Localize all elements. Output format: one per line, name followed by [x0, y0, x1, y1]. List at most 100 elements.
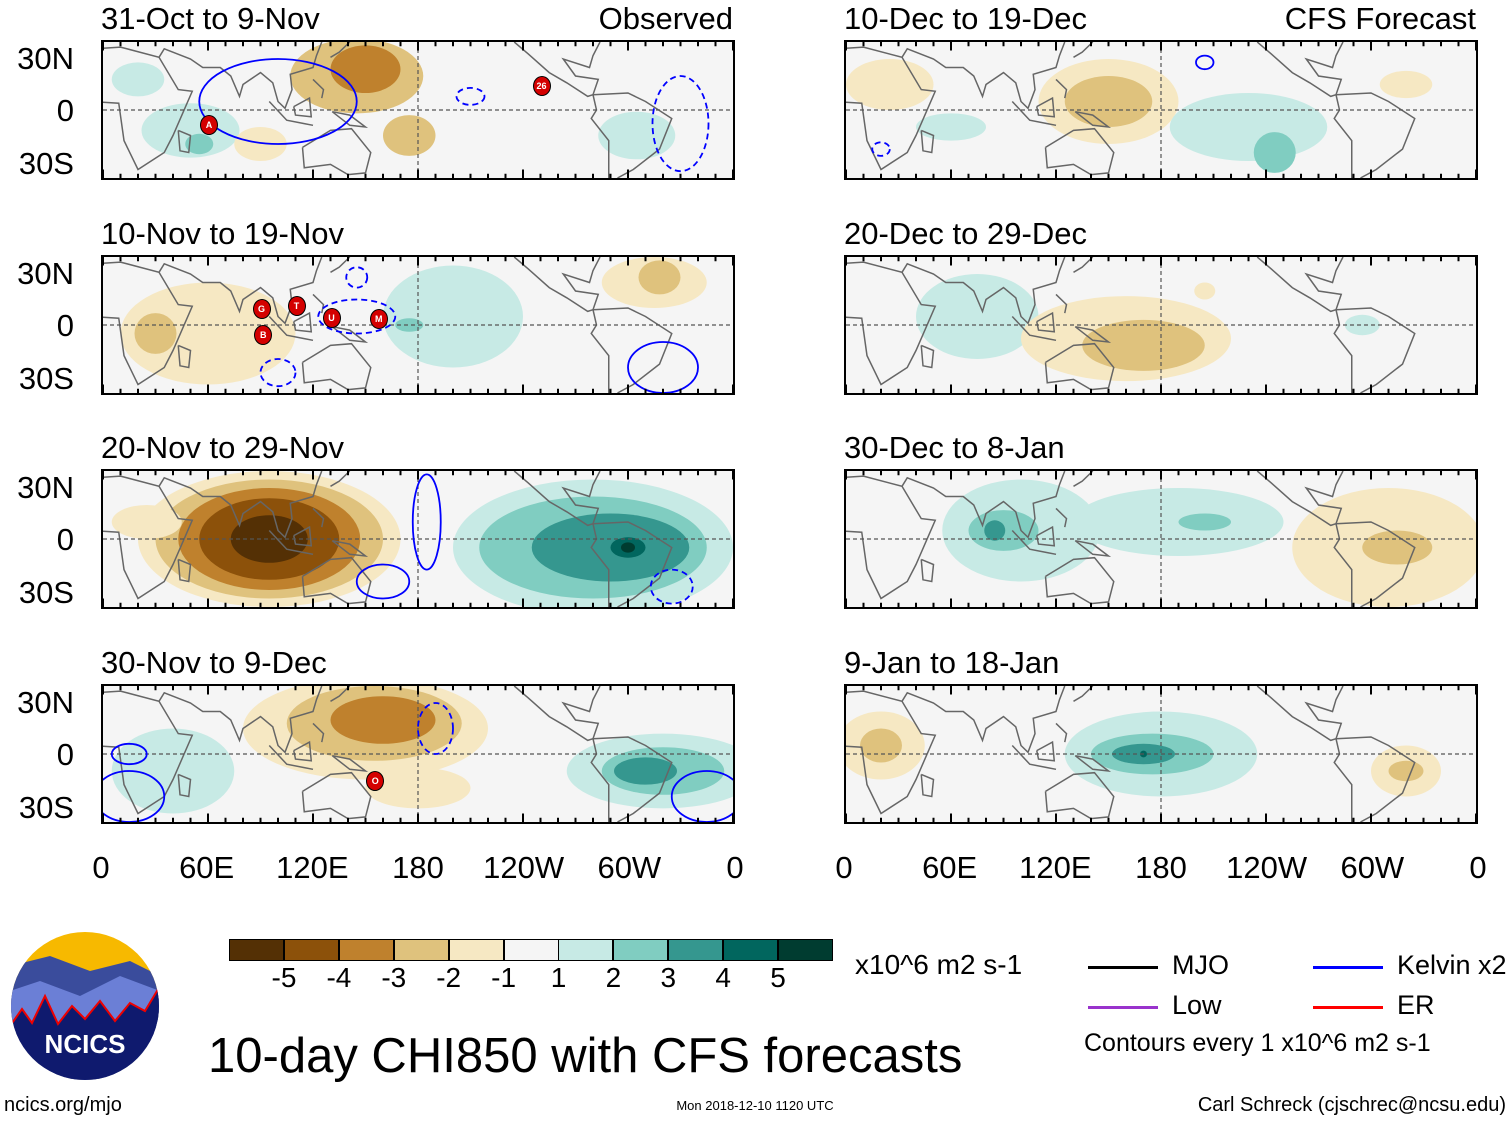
coastline: [514, 257, 600, 311]
coastline: [294, 313, 312, 332]
anomaly-shading: [1178, 513, 1231, 531]
anomaly-shading: [846, 59, 934, 110]
kelvin-contour: [318, 300, 395, 334]
coastline: [1056, 508, 1067, 527]
coastline: [1336, 737, 1415, 822]
kelvin-contour: [418, 703, 453, 754]
coastline: [1046, 558, 1114, 604]
legend-line: [1088, 1006, 1158, 1009]
map-panel: [844, 684, 1478, 824]
colorbar-swatch: [229, 939, 284, 961]
panel-title: 20-Nov to 29-Nov: [101, 430, 344, 465]
colorbar-swatch: [503, 939, 559, 961]
coastline: [1334, 524, 1352, 607]
coastline: [1257, 686, 1343, 740]
anomaly-shading: [383, 115, 436, 156]
colorbar-label: -5: [271, 962, 297, 993]
coastline: [331, 686, 350, 701]
lon-label: 180: [1135, 850, 1187, 885]
map-svg: [846, 686, 1476, 822]
coastline: [331, 257, 350, 272]
anomaly-shading: [330, 45, 401, 93]
colorbar-label: -4: [326, 962, 352, 993]
coastline: [1012, 746, 1056, 770]
anomaly-shading: [1379, 70, 1433, 99]
legend-label: MJO: [1172, 950, 1229, 980]
panel-title: 9-Jan to 18-Jan: [844, 645, 1060, 680]
coastline: [591, 95, 609, 178]
coastline: [1334, 310, 1352, 393]
legend-line: [1313, 966, 1383, 969]
panel-title: 10-Dec to 19-Dec: [844, 1, 1087, 36]
kelvin-contour: [413, 474, 441, 569]
lon-label: 180: [392, 850, 444, 885]
coastline: [1037, 742, 1055, 761]
lon-label: 60E: [179, 850, 235, 885]
coastline: [1334, 95, 1352, 178]
coastline: [1056, 294, 1067, 313]
anomaly-shading: [230, 515, 308, 563]
coastline: [269, 531, 313, 555]
coastline: [1037, 527, 1055, 546]
coastline: [1257, 471, 1343, 525]
coastline: [103, 47, 192, 169]
coastline: [332, 112, 365, 127]
coastline: [303, 558, 371, 604]
map-svg: [846, 42, 1476, 178]
coastline: [1046, 129, 1114, 175]
tropical-cyclone-icon: G: [252, 299, 271, 319]
panel-title: 30-Dec to 8-Jan: [844, 430, 1065, 465]
coastline: [1336, 308, 1415, 393]
site-link[interactable]: ncics.org/mjo: [4, 1094, 122, 1116]
coastline: [332, 541, 365, 556]
coastline: [1046, 344, 1114, 390]
kelvin-contour: [872, 142, 890, 156]
coastline: [332, 327, 365, 342]
panel-title: 31-Oct to 9-Nov: [101, 1, 320, 36]
anomaly-shading: [916, 274, 1039, 359]
anomaly-shading: [614, 757, 677, 785]
coastline: [593, 522, 672, 607]
lon-label: 60W: [1340, 850, 1405, 885]
coastline: [294, 98, 312, 117]
legend-label: Low: [1172, 990, 1222, 1020]
coastline: [269, 317, 313, 341]
lat-label: 0: [56, 522, 74, 557]
kelvin-contour: [199, 59, 357, 144]
lat-label: 30N: [17, 684, 74, 720]
author-credit: Carl Schreck (cjschrec@ncsu.edu): [1197, 1094, 1506, 1116]
coastline: [593, 93, 672, 178]
tropical-cyclone-icon: T: [287, 295, 306, 316]
lat-label: 0: [56, 308, 74, 343]
lat-label: 30S: [18, 789, 74, 825]
colorbar-label: 2: [605, 962, 622, 993]
map-svg: [103, 42, 733, 178]
anomaly-shading: [395, 318, 424, 332]
map-panel: O: [101, 684, 735, 824]
map-svg: [846, 471, 1476, 607]
contour-note: Contours every 1 x10^6 m2 s-1: [1084, 1029, 1431, 1057]
legend-line: [1088, 966, 1158, 969]
coastline: [1075, 327, 1108, 342]
panel-title: 30-Nov to 9-Dec: [101, 645, 327, 680]
coastline: [313, 508, 324, 527]
map-svg: [103, 686, 733, 822]
lat-label: 0: [56, 737, 74, 772]
anomaly-shading: [860, 728, 902, 763]
coastline: [1257, 257, 1343, 311]
coastline: [1074, 686, 1093, 701]
legend-label: Kelvin x2: [1397, 950, 1507, 980]
coastline: [178, 559, 190, 581]
coastline: [593, 737, 672, 822]
kelvin-contour: [346, 267, 367, 287]
coastline: [514, 686, 600, 740]
tropical-cyclone-icon: 26: [532, 75, 551, 96]
coastline: [159, 686, 322, 752]
coastline: [1012, 531, 1056, 555]
colorbar-swatch: [668, 939, 724, 961]
map-svg: [103, 257, 733, 393]
tropical-cyclone-icon: O: [366, 770, 385, 791]
lat-label: 30S: [18, 360, 74, 396]
coastline: [593, 308, 672, 393]
lat-label: 0: [56, 93, 74, 128]
